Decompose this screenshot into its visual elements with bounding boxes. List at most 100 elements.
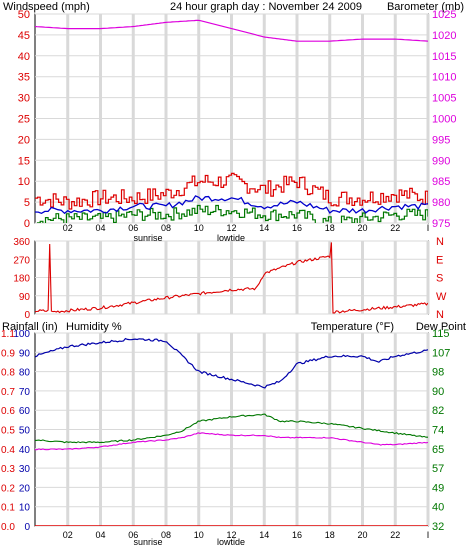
- y-tick-label: 49: [432, 482, 444, 494]
- humidity-axis-title: Humidity %: [66, 321, 122, 333]
- y-tick-label: 0: [24, 522, 30, 533]
- compass-tick-label: N: [436, 309, 444, 321]
- compass-tick-label: E: [436, 254, 443, 266]
- rainfall-axis-title: Rainfall (in): [2, 321, 58, 333]
- x-tick-label: 14: [259, 223, 269, 233]
- sunrise-label-bottom: sunrise: [133, 537, 162, 547]
- y-tick-label: 1000: [432, 114, 456, 126]
- wind-direction-line: [35, 242, 428, 314]
- rain-tick-label: 0.0: [1, 522, 15, 533]
- y-tick-label: 50: [18, 9, 30, 21]
- y-tick-label: 40: [19, 445, 31, 456]
- barometer-axis-title: Barometer (mb): [387, 1, 464, 13]
- y-tick-label: 270: [13, 255, 30, 266]
- y-tick-label: 35: [18, 72, 30, 84]
- y-tick-label: 985: [432, 176, 450, 188]
- y-tick-label: 100: [13, 329, 30, 340]
- y-tick-label: 40: [18, 51, 30, 63]
- lowtide-label-bottom: lowtide: [217, 537, 245, 547]
- x-tick-label: 04: [95, 223, 105, 233]
- x-tick-label: 14: [259, 530, 269, 540]
- y-tick-label: 0: [24, 310, 30, 321]
- barometer-line: [35, 19, 428, 42]
- humidity-line: [35, 337, 428, 389]
- y-tick-label: 107: [432, 347, 450, 359]
- y-tick-label: 98: [432, 367, 444, 379]
- rain-tick-label: 0.8: [1, 368, 15, 379]
- temperature-axis-title: Temperature (°F): [311, 321, 394, 333]
- y-tick-label: 20: [18, 134, 30, 146]
- x-tick-label: 16: [292, 530, 302, 540]
- lowtide-label: lowtide: [217, 233, 245, 243]
- y-tick-label: 90: [19, 348, 31, 359]
- rain-tick-label: 0.9: [1, 348, 15, 359]
- rain-tick-label: 0.2: [1, 483, 15, 494]
- y-tick-label: 32: [432, 521, 444, 533]
- y-tick-label: 1015: [432, 51, 456, 63]
- y-tick-label: 360: [13, 237, 30, 248]
- rain-tick-label: 0.5: [1, 426, 15, 437]
- y-tick-label: 74: [432, 425, 444, 437]
- compass-tick-label: W: [436, 291, 447, 303]
- compass-tick-label: N: [436, 236, 444, 248]
- x-tick-label: 18: [325, 223, 335, 233]
- x-tick-label: 12: [226, 530, 236, 540]
- y-tick-label: 980: [432, 197, 450, 209]
- wind-low-line: [37, 204, 428, 223]
- x-tick-label: 08: [161, 530, 171, 540]
- y-tick-label: 10: [19, 503, 31, 514]
- graph-title: 24 hour graph day : November 24 2009: [170, 1, 362, 13]
- x-tick-label: 22: [390, 530, 400, 540]
- y-tick-label: 90: [432, 386, 444, 398]
- y-tick-label: 70: [19, 387, 31, 398]
- y-tick-label: 115: [432, 328, 450, 340]
- y-tick-label: 975: [432, 218, 450, 230]
- temperature-line: [35, 413, 428, 444]
- rain-tick-label: 0.6: [1, 406, 15, 417]
- x-tick-label: 06: [128, 530, 138, 540]
- y-tick-label: 50: [19, 426, 31, 437]
- x-tick-label: 20: [357, 223, 367, 233]
- x-tick-label: 20: [357, 530, 367, 540]
- y-tick-label: 90: [19, 292, 31, 303]
- x-tick-label: 06: [128, 223, 138, 233]
- x-tick-label: I: [427, 530, 430, 540]
- x-tick-label: 16: [292, 223, 302, 233]
- x-tick-label: 12: [226, 223, 236, 233]
- x-tick-label: 02: [63, 223, 73, 233]
- wind-average-line: [35, 195, 428, 215]
- rain-tick-label: 0.7: [1, 387, 15, 398]
- rain-tick-label: 0.3: [1, 464, 15, 475]
- y-tick-label: 5: [24, 197, 30, 209]
- sunrise-label: sunrise: [133, 233, 162, 243]
- x-tick-label: I: [427, 223, 430, 233]
- y-tick-label: 25: [18, 114, 30, 126]
- y-tick-label: 57: [432, 463, 444, 475]
- x-tick-label: 08: [161, 223, 171, 233]
- y-tick-label: 995: [432, 134, 450, 146]
- wind-high-line: [35, 172, 428, 210]
- x-tick-label: 18: [325, 530, 335, 540]
- x-tick-label: 22: [390, 223, 400, 233]
- y-tick-label: 1025: [432, 9, 456, 21]
- y-tick-label: 60: [19, 406, 31, 417]
- y-tick-label: 82: [432, 405, 444, 417]
- rain-tick-label: 0.1: [1, 503, 15, 514]
- y-tick-label: 40: [432, 502, 444, 514]
- dew-point-axis-title: Dew Point: [416, 321, 466, 333]
- y-tick-label: 10: [18, 176, 30, 188]
- x-tick-label: 02: [63, 530, 73, 540]
- y-tick-label: 45: [18, 30, 30, 42]
- compass-tick-label: S: [436, 273, 443, 285]
- y-tick-label: 30: [19, 464, 31, 475]
- y-tick-label: 180: [13, 274, 30, 285]
- y-tick-label: 1020: [432, 30, 456, 42]
- y-tick-label: 1010: [432, 72, 456, 84]
- y-tick-label: 15: [18, 155, 30, 167]
- x-tick-label: 04: [95, 530, 105, 540]
- y-tick-label: 30: [18, 93, 30, 105]
- rain-tick-label: 1.1: [1, 329, 15, 340]
- y-tick-label: 80: [19, 368, 31, 379]
- x-tick-label: 10: [194, 530, 204, 540]
